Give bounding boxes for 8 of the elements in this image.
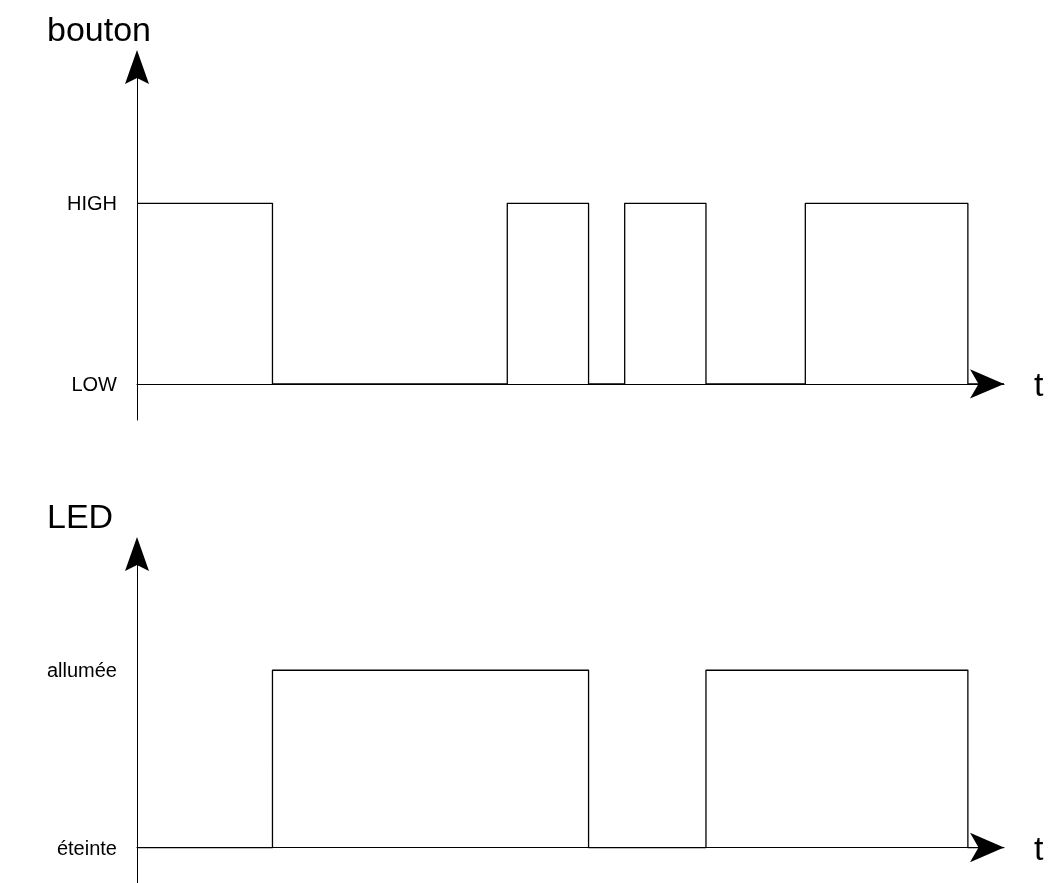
x-axis-title: t [1034,364,1044,403]
x-axis-title: t [1034,828,1044,867]
y-axis-title: bouton [47,10,151,48]
text: HIGH [67,192,117,215]
text: allumée [46,659,117,682]
text: LOW [71,372,118,395]
text: éteinte [56,836,117,859]
y-axis-title: LED [47,497,114,535]
